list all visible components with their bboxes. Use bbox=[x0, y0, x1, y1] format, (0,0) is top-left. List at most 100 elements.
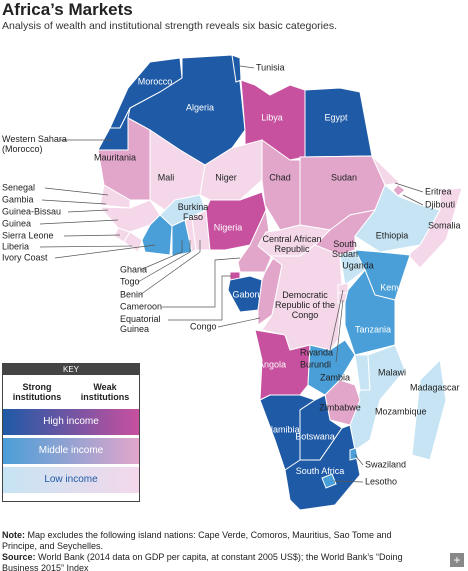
leader-line bbox=[239, 65, 255, 69]
key-title: KEY bbox=[3, 364, 139, 375]
leader-line bbox=[333, 480, 364, 483]
key-rows: High income Middle income Low income bbox=[3, 409, 139, 493]
country-shape bbox=[199, 139, 263, 201]
note-label: Note: bbox=[2, 530, 25, 540]
key: KEY Strong institutions Weak institution… bbox=[2, 363, 140, 502]
country-label: Libya bbox=[261, 112, 283, 122]
expand-button[interactable]: + bbox=[450, 553, 464, 567]
country-label: Namibia bbox=[266, 424, 299, 434]
country-label: Congo bbox=[190, 321, 217, 331]
country-label: Somalia bbox=[428, 220, 461, 230]
country-label: Swaziland bbox=[365, 459, 406, 469]
country-label: Sierra Leone bbox=[2, 230, 54, 240]
country-label: Equatorial Guinea bbox=[120, 314, 161, 334]
country-label: Benin bbox=[120, 289, 143, 299]
leader-line bbox=[329, 289, 344, 351]
country-label: Liberia bbox=[2, 241, 29, 251]
note-text: Map excludes the following island nation… bbox=[2, 530, 392, 551]
country-label: Uganda bbox=[342, 260, 374, 270]
country-label: Togo bbox=[120, 276, 140, 286]
country-label: Mauritania bbox=[94, 152, 136, 162]
leader-line bbox=[394, 182, 424, 193]
leader-line bbox=[162, 257, 241, 308]
country-label: Western Sahara (Morocco) bbox=[2, 134, 67, 154]
key-row: Middle income bbox=[3, 438, 139, 464]
country-label: Tanzania bbox=[355, 324, 391, 334]
key-row: High income bbox=[3, 409, 139, 435]
leader-line bbox=[39, 219, 119, 225]
country-label: Ivory Coast bbox=[2, 252, 48, 262]
source: Source: World Bank (2014 data on GDP per… bbox=[2, 552, 422, 571]
country-label: Rwanda bbox=[300, 347, 333, 357]
leader-line bbox=[335, 299, 344, 363]
country-label: Cameroon bbox=[120, 301, 162, 311]
country-shape bbox=[349, 344, 406, 451]
leader-line bbox=[67, 209, 109, 213]
country-shape bbox=[307, 339, 356, 396]
country-shape bbox=[411, 358, 447, 461]
country-label: Zambia bbox=[320, 372, 350, 382]
country-shape bbox=[321, 473, 337, 489]
country-label: Gabon bbox=[232, 289, 259, 299]
leader-line bbox=[402, 194, 424, 206]
country-label: Niger bbox=[215, 172, 237, 182]
country-shape bbox=[349, 447, 359, 461]
country-label: Madagascar bbox=[410, 382, 460, 392]
country-label: Zimbabwe bbox=[319, 402, 361, 412]
leader-line bbox=[63, 234, 121, 237]
country-label: Kenya bbox=[380, 282, 406, 292]
country-label: Gambia bbox=[2, 194, 34, 204]
leader-line bbox=[139, 240, 201, 296]
country-label: Malawi bbox=[378, 367, 406, 377]
country-label: Lesotho bbox=[365, 476, 397, 486]
key-row: Low income bbox=[3, 467, 139, 493]
country-label: Angola bbox=[258, 359, 286, 369]
country-label: Senegal bbox=[2, 182, 35, 192]
country-shape bbox=[304, 87, 373, 158]
leader-line bbox=[168, 275, 232, 321]
leader-line bbox=[217, 317, 261, 328]
country-label: Ghana bbox=[120, 264, 147, 274]
leader-line bbox=[139, 240, 183, 271]
leader-line bbox=[41, 199, 107, 205]
country-label: Burundi bbox=[300, 359, 331, 369]
country-label: Morocco bbox=[138, 76, 173, 86]
subtitle: Analysis of wealth and institutional str… bbox=[2, 20, 338, 32]
leader-line bbox=[54, 244, 156, 259]
country-label: Burkina Faso bbox=[177, 202, 209, 222]
country-shape bbox=[254, 329, 311, 401]
country-label: Mozambique bbox=[375, 406, 427, 416]
notes: Note: Map excludes the following island … bbox=[2, 530, 422, 571]
country-label: Djibouti bbox=[425, 199, 455, 209]
title: Africa’s Markets bbox=[2, 0, 133, 19]
country-label: Ethiopia bbox=[376, 230, 409, 240]
key-column: Weak institutions bbox=[80, 382, 130, 402]
source-text: World Bank (2014 data on GDP per capita,… bbox=[2, 552, 403, 571]
country-label: Mali bbox=[158, 172, 175, 182]
key-column: Strong institutions bbox=[12, 382, 62, 402]
country-label: Algeria bbox=[186, 102, 214, 112]
leader-line bbox=[44, 187, 109, 196]
country-label: Botswana bbox=[295, 431, 335, 441]
country-label: Democratic Republic of the Congo bbox=[274, 290, 336, 320]
country-shape bbox=[344, 269, 396, 356]
source-label: Source: bbox=[2, 552, 36, 562]
country-shape bbox=[354, 184, 441, 253]
country-label: Sudan bbox=[331, 172, 357, 182]
country-label: Central African Republic bbox=[262, 234, 322, 254]
leader-line bbox=[39, 245, 133, 248]
note: Note: Map excludes the following island … bbox=[2, 530, 422, 552]
leader-line bbox=[354, 454, 364, 466]
key-columns: Strong institutions Weak institutions bbox=[3, 375, 139, 409]
leader-line bbox=[137, 240, 191, 283]
country-label: Guinea-Bissau bbox=[2, 206, 61, 216]
country-label: Guinea bbox=[2, 218, 31, 228]
country-label: Eritrea bbox=[425, 186, 452, 196]
country-label: Egypt bbox=[324, 112, 348, 122]
country-label: South Africa bbox=[295, 466, 345, 476]
country-label: Nigeria bbox=[214, 222, 243, 232]
country-shape bbox=[371, 155, 402, 186]
country-shape bbox=[354, 354, 371, 391]
